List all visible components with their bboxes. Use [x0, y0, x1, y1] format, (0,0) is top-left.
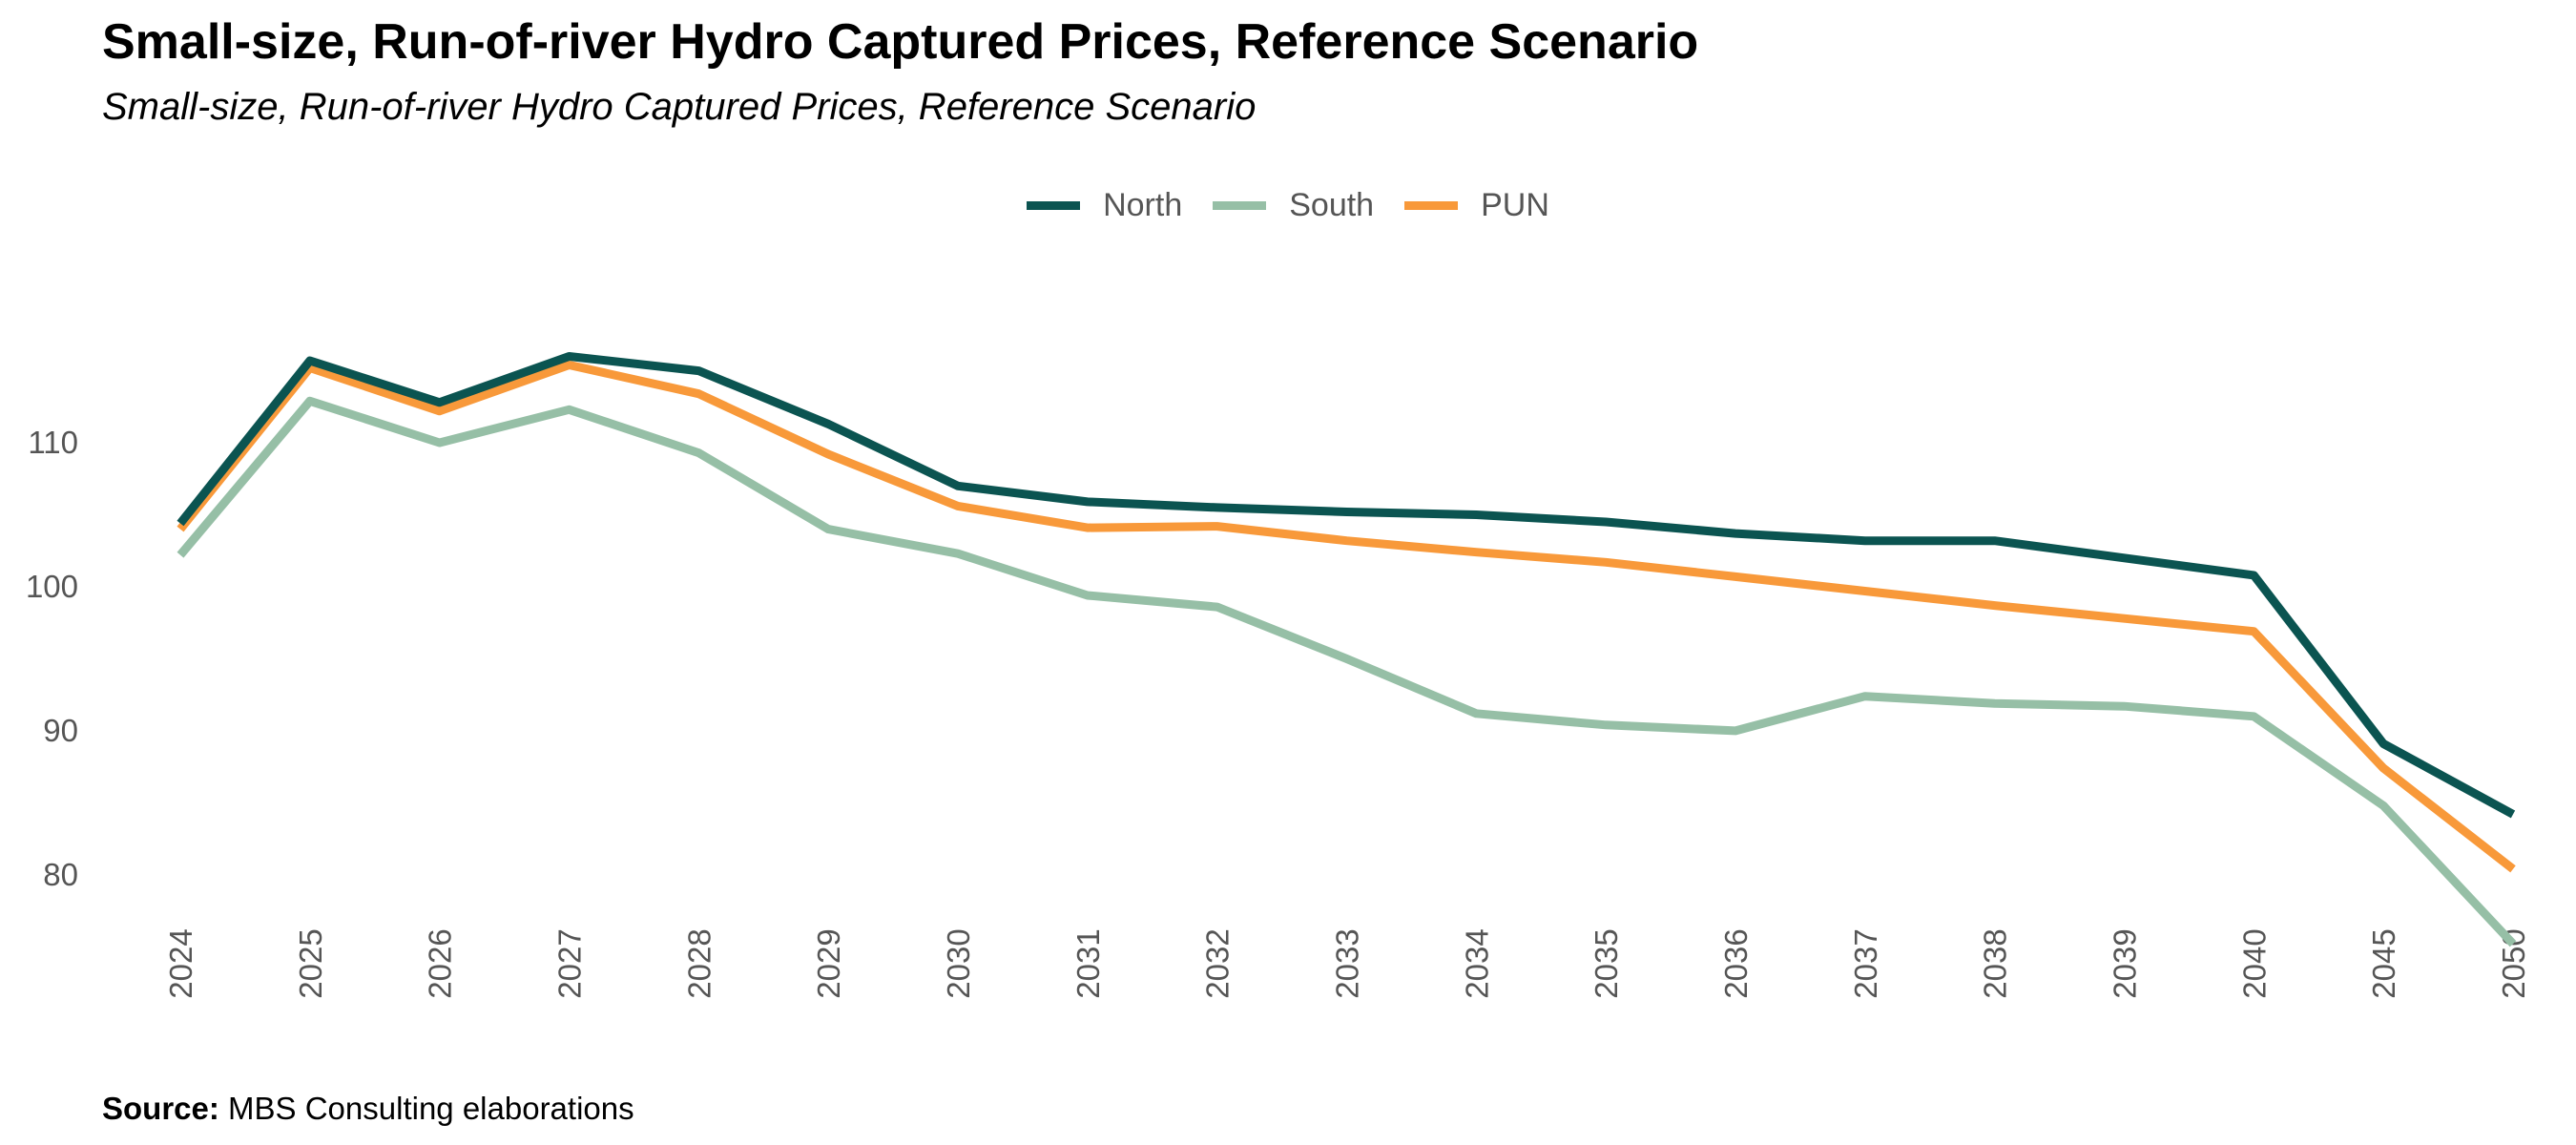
y-tick-label-100: 100 [26, 569, 78, 604]
legend-item-south: South [1213, 187, 1374, 224]
source-text: MBS Consulting elaborations [218, 1091, 634, 1126]
y-tick-label-110: 110 [28, 425, 78, 460]
x-tick-label-2038: 2038 [1978, 928, 2013, 998]
series-line-south [177, 396, 2517, 947]
legend-item-north: North [1027, 187, 1182, 224]
source-note: Source: MBS Consulting elaborations [102, 1091, 634, 1127]
chart-title: Small-size, Run-of-river Hydro Captured … [102, 14, 1699, 70]
y-tick-label-80: 80 [43, 857, 78, 892]
x-tick-label-2029: 2029 [811, 928, 846, 998]
x-tick-label-2039: 2039 [2108, 928, 2143, 998]
series-lines [177, 352, 2517, 947]
x-tick-label-2026: 2026 [423, 928, 458, 998]
y-tick-label-90: 90 [43, 713, 78, 748]
x-tick-label-2036: 2036 [1718, 928, 1754, 998]
legend: North South PUN [0, 187, 2576, 224]
x-tick-label-2030: 2030 [941, 928, 976, 998]
legend-label-pun: PUN [1481, 187, 1549, 223]
x-tick-label-2031: 2031 [1070, 928, 1106, 998]
x-tick-label-2034: 2034 [1459, 928, 1494, 998]
x-tick-label-2027: 2027 [552, 928, 588, 998]
series-line-pun [177, 361, 2516, 873]
x-axis-ticks: 2024 2025 2026 2027 2028 2029 2030 2031 2032 2033… [163, 928, 2531, 998]
legend-label-north: North [1103, 187, 1183, 223]
series-line-north [177, 352, 2516, 819]
x-tick-label-2040: 2040 [2236, 928, 2272, 998]
x-tick-label-2045: 2045 [2366, 928, 2401, 998]
x-tick-label-2033: 2033 [1330, 928, 1365, 998]
legend-swatch-north [1027, 201, 1081, 210]
x-tick-label-2028: 2028 [681, 928, 717, 998]
x-tick-label-2025: 2025 [293, 928, 328, 998]
legend-label-south: South [1289, 187, 1375, 223]
legend-swatch-pun [1404, 201, 1459, 210]
source-label: Source: [102, 1091, 219, 1126]
legend-swatch-south [1213, 201, 1267, 210]
legend-item-pun: PUN [1404, 187, 1549, 224]
x-tick-label-2035: 2035 [1589, 928, 1624, 998]
x-tick-label-2032: 2032 [1200, 928, 1236, 998]
y-axis-ticks: 80 90 100 110 [26, 425, 78, 892]
x-tick-label-2037: 2037 [1848, 928, 1883, 998]
chart-subtitle: Small-size, Run-of-river Hydro Captured … [102, 86, 1257, 128]
x-tick-label-2024: 2024 [163, 928, 198, 998]
